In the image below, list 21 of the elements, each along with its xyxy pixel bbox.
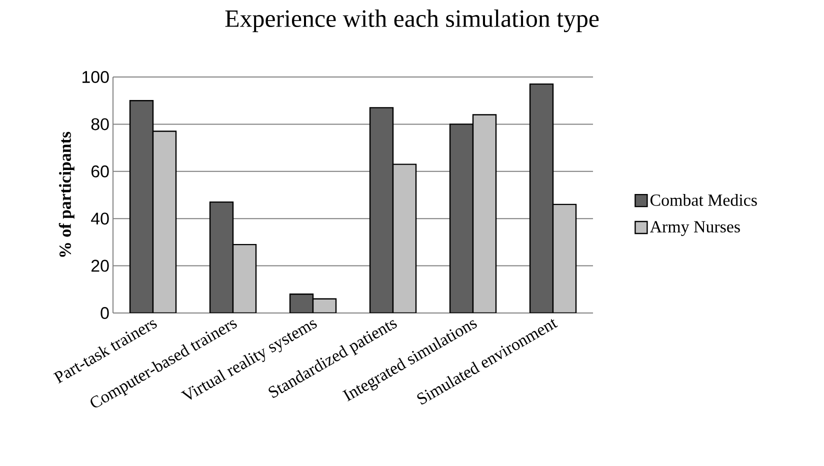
y-tick-label: 20: [92, 260, 109, 272]
y-tick-label: 60: [92, 165, 109, 178]
bar: [129, 100, 154, 313]
legend-label: Army Nurses: [650, 221, 740, 236]
bar: [209, 201, 234, 313]
bar: [369, 107, 394, 313]
bar: [552, 204, 577, 313]
bar: [472, 114, 497, 313]
y-tick-label: 80: [91, 118, 109, 130]
y-tick-label: 40: [91, 212, 109, 225]
bar: [449, 124, 474, 313]
bar: [152, 130, 177, 313]
legend-label: Combat Medics: [650, 194, 757, 206]
bar: [232, 244, 257, 313]
y-tick-label: 100: [82, 71, 109, 83]
bar: [529, 83, 554, 313]
y-axis-title: % of participants: [58, 132, 74, 257]
bar: [289, 294, 314, 313]
y-tick-label: 0: [100, 307, 109, 319]
chart-title: Experience with each simulation type: [225, 10, 599, 32]
bar: [392, 164, 417, 313]
